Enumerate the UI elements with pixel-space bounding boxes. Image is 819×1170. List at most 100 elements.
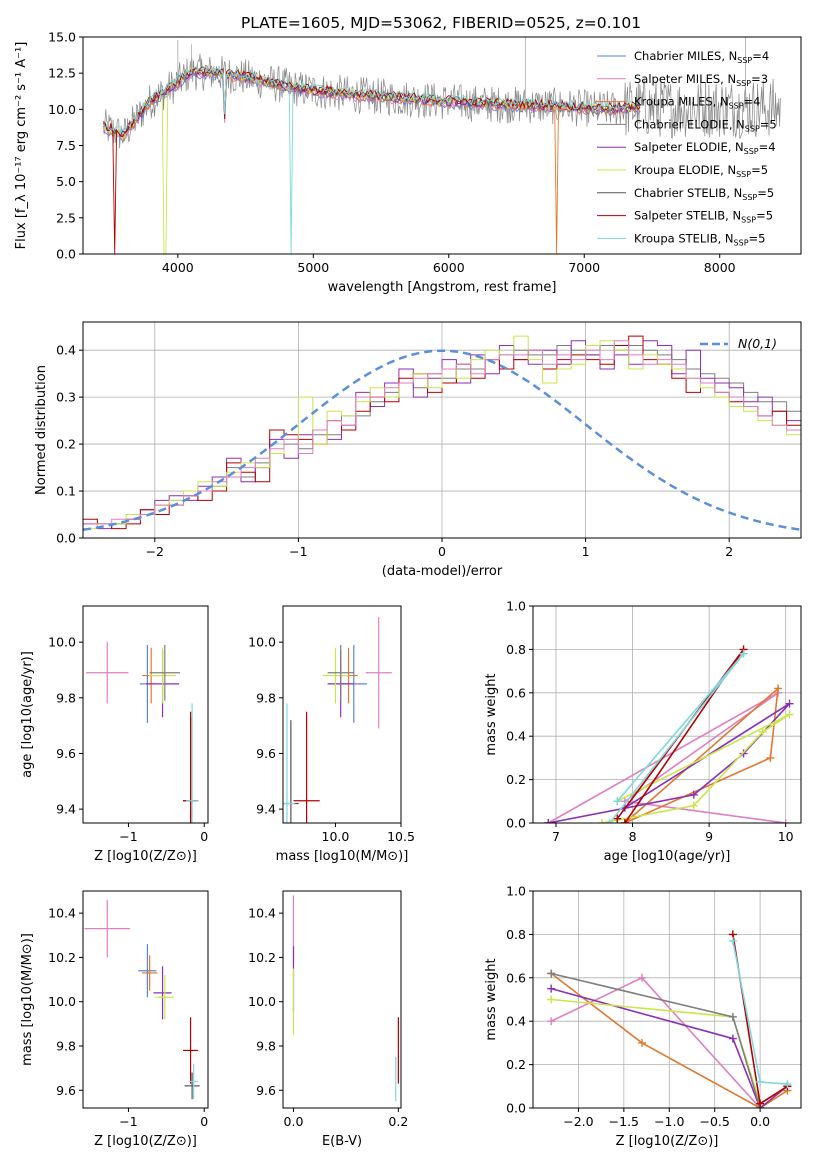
legend-label: Salpeter STELIB, NSSP=5 [634,209,773,225]
x-tick-label: −2.0 [563,1114,593,1129]
y-tick-label: 5.0 [56,174,76,189]
error-point [293,711,320,823]
y-tick-label: 0.0 [56,247,76,262]
y-axis-label: age [log10(age/yr)] [20,651,35,778]
spectrum-legend: Chabrier MILES, NSSP=4 Salpeter MILES, NS… [597,49,777,247]
residuals-frame [82,321,802,539]
weight-vs-age-axes: 7 8 9 10 0.0 0.2 0.4 0.6 0.8 1.0 age [log10(age/yr… [484,599,801,864]
y-tick-label: 0.4 [506,1014,526,1029]
error-point [86,642,129,704]
age-vs-mass-frame [282,605,402,824]
legend-subscript: SSP [745,124,760,133]
weight-marker [756,1099,765,1108]
weight-marker [547,969,556,978]
y-tick-label: 0.3 [56,390,76,405]
weight-marker [620,819,629,823]
histogram-chabrier-elodie [83,345,801,525]
weight-marker [739,649,748,658]
y-axis-label: mass weight [484,958,499,1040]
weight-marker [739,749,748,758]
legend-subscript: SSP [736,170,751,179]
y-tick-label: 0.6 [506,685,526,700]
weight-marker [544,819,553,823]
y-tick-label: 10.0 [248,635,276,650]
model-line-kroupa-stelib [103,65,641,254]
weight-marker [638,973,647,982]
y-tick-label: 0.0 [506,1101,526,1116]
y-tick-label: 0.2 [56,437,76,452]
weight-marker [728,1012,737,1021]
x-axis-label: Z [log10(Z/Z⊙)] [94,1134,197,1149]
y-tick-label: 0.2 [506,772,526,787]
legend-count: =5 [756,209,773,223]
error-point [327,644,354,701]
weight-marker [547,1017,556,1026]
mass-vs-ebv-frame [282,890,402,1109]
y-tick-label: 10.2 [248,950,276,965]
y-tick-label: 9.8 [56,1039,76,1054]
x-axis-label: mass [log10(M/M⊙)] [276,849,409,864]
y-tick-label: 7.5 [56,138,76,153]
mass-vs-ebv-axes: 0.0 0.2 9.6 9.8 10.0 10.2 10.4 E(B-V) [248,906,408,1149]
y-tick-label: 15.0 [48,30,76,45]
x-axis-label: age [log10(age/yr)] [604,849,731,864]
legend-label: Chabrier ELODIE, NSSP=5 [634,117,777,133]
histogram-salpeter-miles [83,340,801,525]
legend-label: Kroupa MILES, NSSP=4 [634,95,760,111]
histogram-salpeter-stelib [83,335,801,530]
weight-marker [785,710,794,719]
mass-vs-ebv-points [292,895,399,1102]
mass-vs-Z-frame [82,890,209,1109]
x-tick-label: 10.0 [322,829,350,844]
observed-spectrum-line [102,53,781,149]
legend-count: =5 [751,163,768,177]
x-axis-label: (data-model)/error [382,564,503,579]
legend-count: =4 [759,140,776,154]
y-tick-label: 9.4 [256,802,276,817]
y-axis-label: mass [log10(M/M⊙)] [20,933,35,1066]
weight-marker [638,1038,647,1047]
weight-line-salpeter-elodie [548,702,791,823]
x-tick-label: −2 [146,544,164,559]
y-tick-label: 2.5 [56,210,76,225]
error-point [283,703,295,823]
x-axis-label: wavelength [Angstrom, rest frame] [328,280,557,295]
y-tick-label: 9.6 [256,746,276,761]
legend-label: Salpeter ELODIE, NSSP=4 [634,140,776,156]
histogram-steps [83,335,801,532]
legend-label: Kroupa ELODIE, NSSP=5 [634,163,768,179]
y-axis-label: Normed distribution [34,365,49,495]
x-tick-label: −1.5 [609,1114,639,1129]
y-tick-label: 9.8 [56,690,76,705]
weight-line-kroupa-miles [550,972,788,1108]
weight-marker [766,753,775,762]
x-tick-label: 0 [438,544,446,559]
weight-vs-Z-series [547,930,792,1108]
x-tick-label: 0.2 [388,1114,408,1129]
legend-count: =5 [760,117,777,131]
x-tick-label: 4000 [162,260,194,275]
x-tick-label: 0.0 [284,1114,304,1129]
weight-marker [785,699,794,708]
x-tick-label: 6000 [433,260,465,275]
legend-count: =3 [751,72,768,86]
legend-subscript: SSP [741,216,756,225]
legend-count: =5 [749,231,766,245]
x-tick-label: 8 [629,829,637,844]
x-tick-label: −1 [289,544,307,559]
error-point [138,944,157,998]
weight-marker [613,797,622,806]
x-tick-label: −1.0 [654,1114,684,1129]
weight-marker [547,984,556,993]
x-tick-label: 7 [552,829,560,844]
weight-vs-age-series [544,645,794,823]
weight-marker [728,936,737,945]
y-axis-label: Flux [f_λ 10⁻¹⁷ erg cm⁻² s⁻¹ A⁻¹] [14,42,29,250]
legend-subscript: SSP [729,102,744,111]
y-tick-label: 9.6 [256,1083,276,1098]
y-tick-label: 9.6 [56,1083,76,1098]
x-tick-label: 10.5 [387,829,415,844]
y-tick-label: 10.0 [48,994,76,1009]
weight-marker [781,819,790,823]
y-tick-label: 10.0 [48,102,76,117]
